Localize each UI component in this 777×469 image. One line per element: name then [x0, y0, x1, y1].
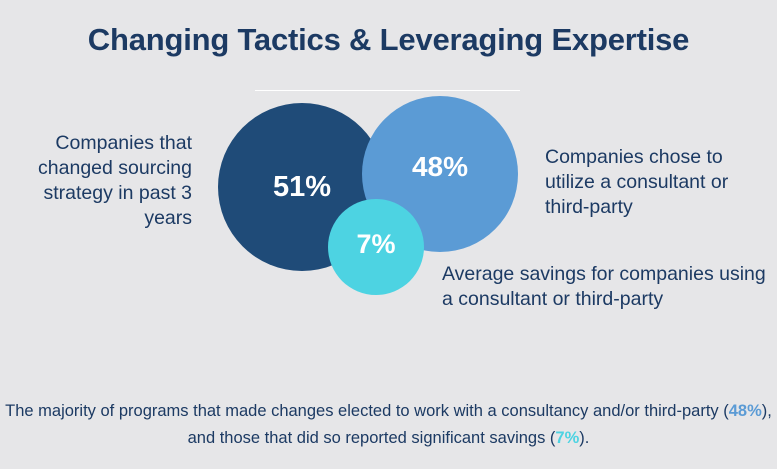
sourcing-stat-value: 51%: [272, 170, 332, 203]
consultant-stat-value: 48%: [411, 151, 469, 182]
summary-highlight-consultant: 48%: [728, 402, 762, 420]
savings-label: Average savings for companies using a co…: [442, 263, 766, 310]
summary-part-3: ).: [579, 429, 590, 447]
summary-part-2: ), and those that did so reported signif…: [187, 402, 772, 447]
savings-stat-circle: 7%: [328, 199, 424, 295]
savings-stat-value: 7%: [356, 228, 396, 259]
summary-highlight-savings: 7%: [555, 429, 580, 447]
title-divider: [255, 90, 520, 91]
consultant-label: Companies chose to utilize a consultant …: [545, 146, 729, 218]
sourcing-stat-circle: 51%: [218, 103, 386, 271]
page-title: Changing Tactics & Leveraging Expertise: [87, 22, 690, 57]
sourcing-label: Companies that changed sourcing strategy…: [38, 132, 192, 229]
summary-part-1: The majority of programs that made chang…: [5, 402, 729, 420]
summary-text: The majority of programs that made chang…: [0, 398, 777, 452]
